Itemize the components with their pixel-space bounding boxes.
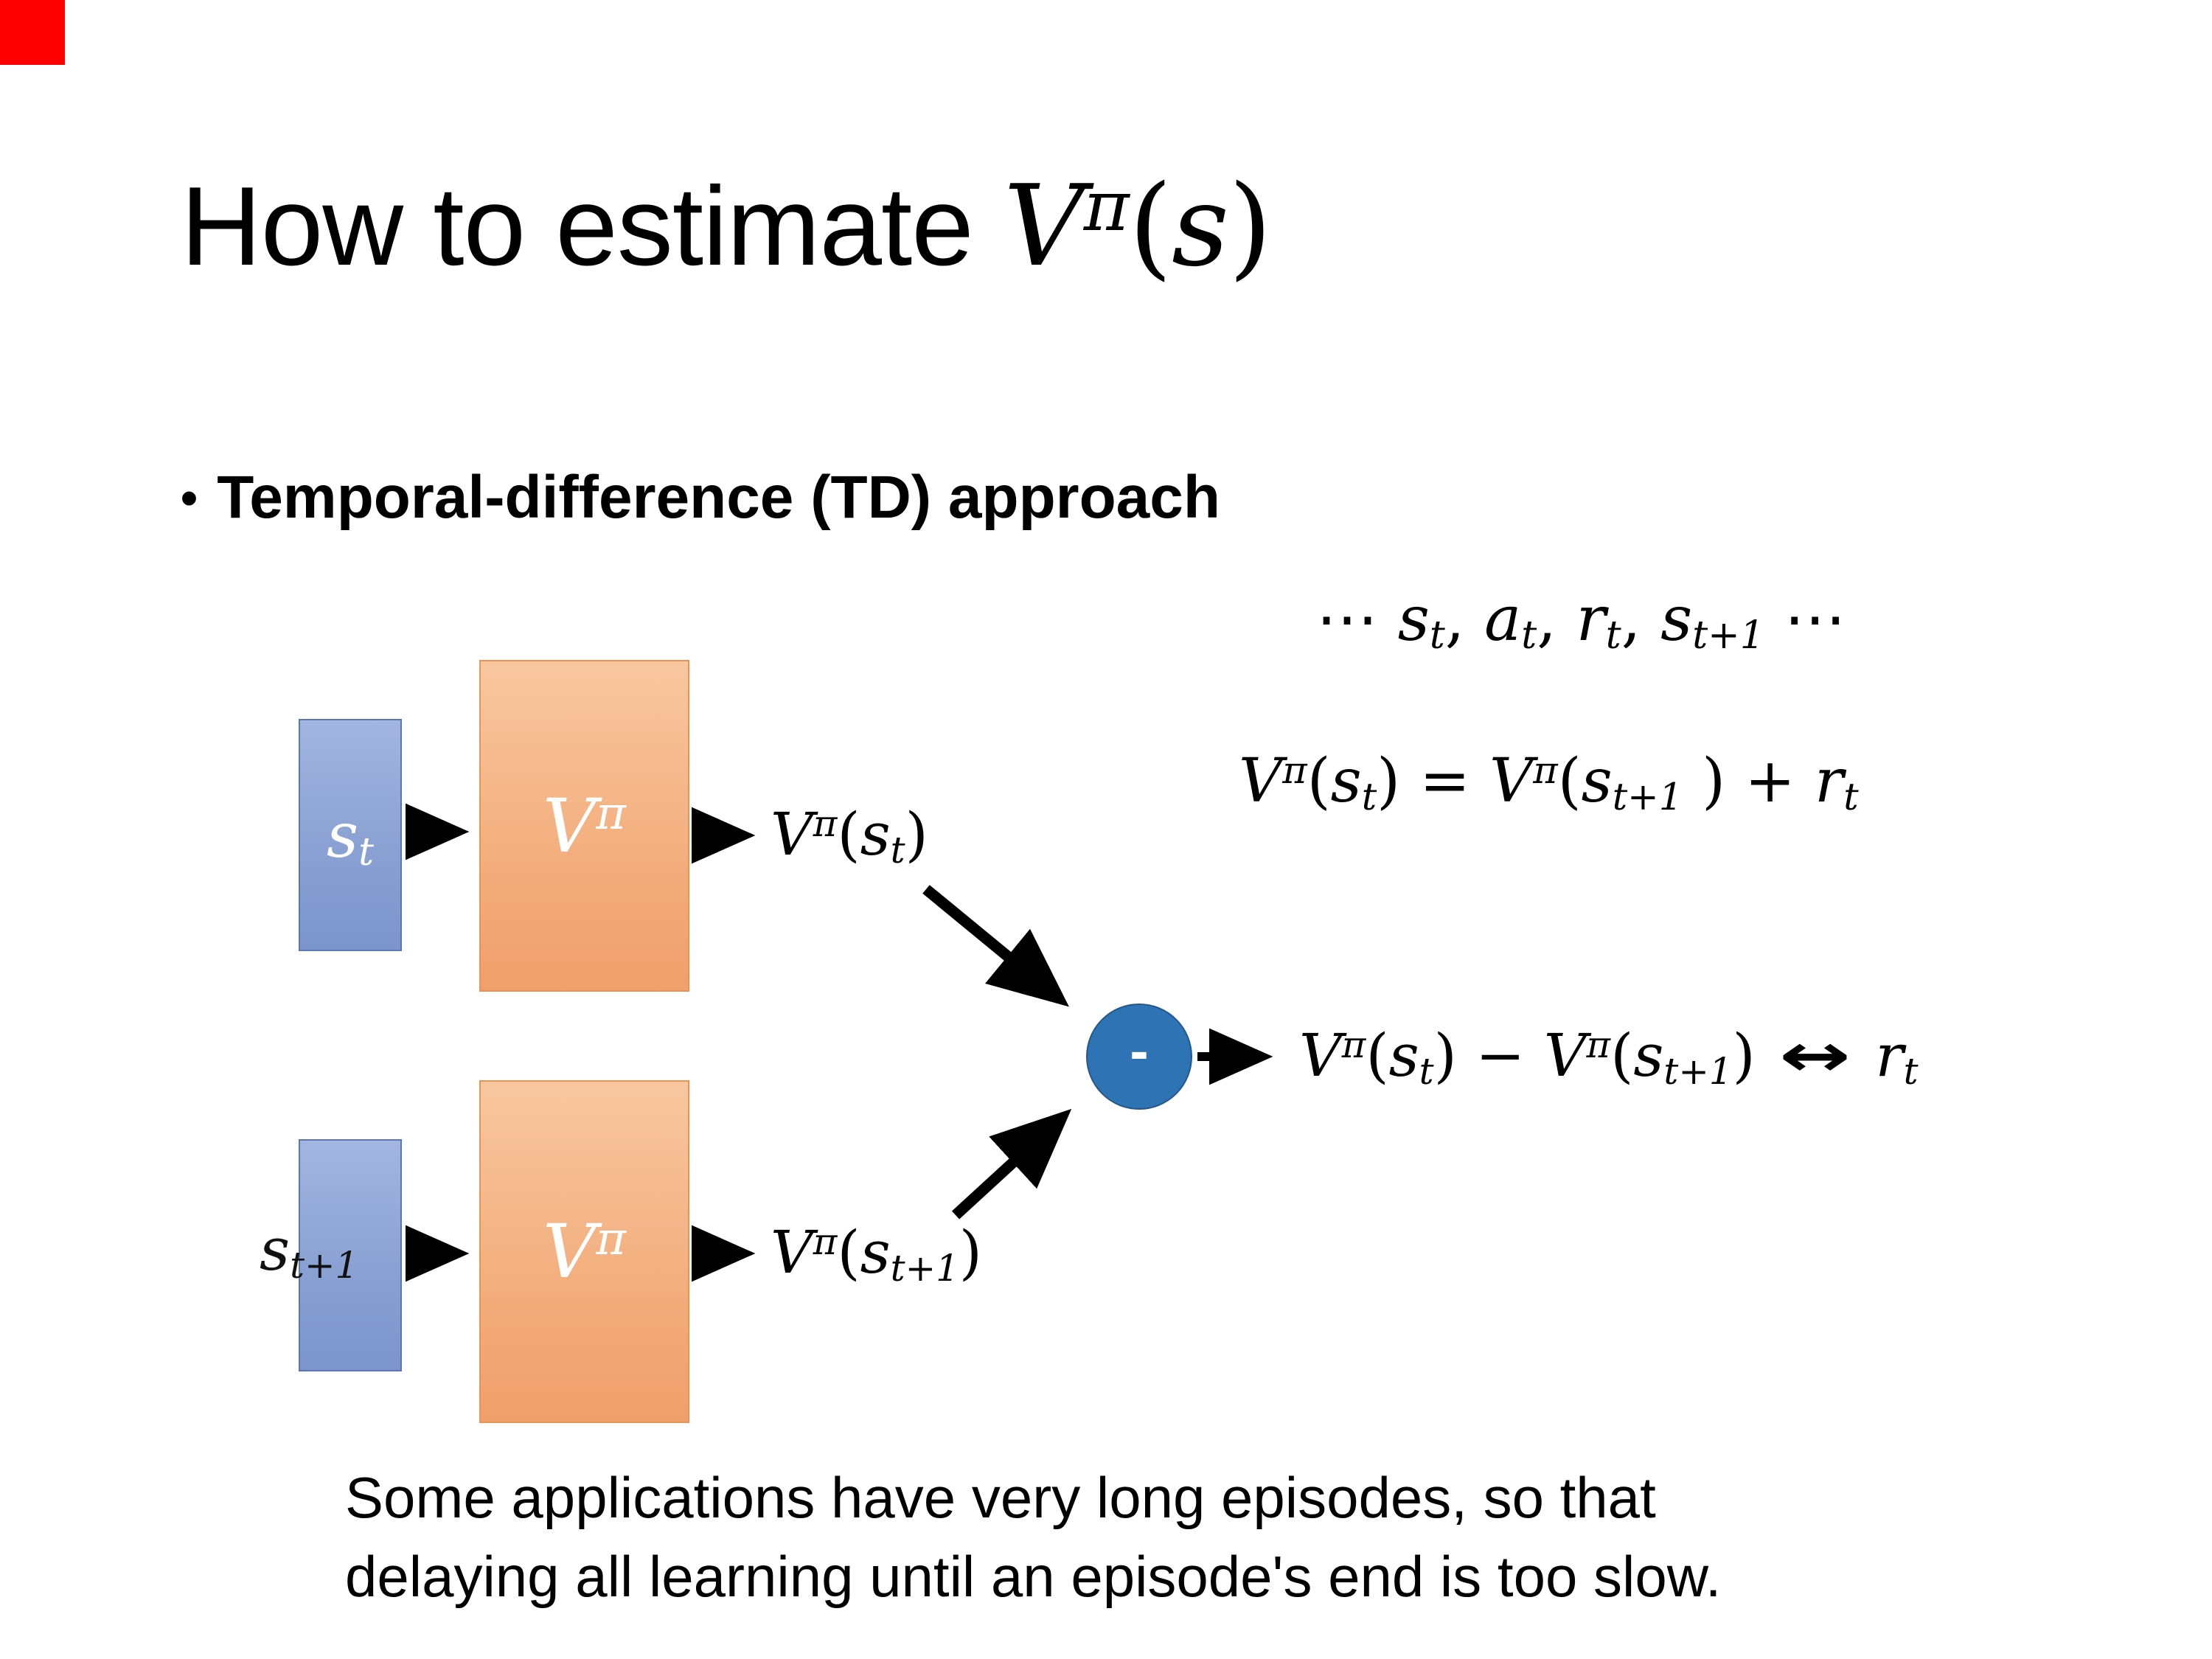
- value-network-box-bottom: Vπ: [479, 1080, 689, 1423]
- value-network-box-top: Vπ: [479, 660, 689, 992]
- state-box-st1: [299, 1139, 402, 1371]
- value-output-bottom: Vπ(st+1): [771, 1218, 982, 1290]
- arrow-output-top-to-node: [922, 885, 1069, 1007]
- slide-title: How to estimate Vπ(s): [181, 161, 1272, 291]
- trajectory-formula: ⋯ st, at, rt, st+1 ⋯: [1316, 582, 1846, 658]
- footer-note: Some applications have very long episode…: [345, 1465, 1722, 1609]
- subtract-node: -: [1086, 1004, 1192, 1110]
- red-corner-marker: [0, 0, 65, 65]
- td-equation: Vπ(st) = Vπ(st+1 ) + rt: [1239, 746, 1859, 819]
- bullet-item: • Temporal-difference (TD) approach: [181, 463, 1220, 532]
- state-box-st: st: [299, 719, 402, 951]
- value-network-top-label: Vπ: [543, 782, 626, 869]
- state-st1-label: st+1: [260, 1215, 359, 1287]
- arrow-output-bottom-to-node: [951, 1108, 1072, 1220]
- state-st-label: st: [326, 799, 375, 874]
- value-output-top: Vπ(st): [771, 800, 928, 872]
- bullet-text: Temporal-difference (TD) approach: [217, 464, 1220, 531]
- value-network-bottom-label: Vπ: [543, 1208, 626, 1295]
- difference-formula: Vπ(st) − Vπ(st+1) ↔ rt: [1299, 1021, 1919, 1093]
- subtract-node-label: -: [1130, 1019, 1149, 1082]
- bullet-marker: •: [181, 471, 198, 526]
